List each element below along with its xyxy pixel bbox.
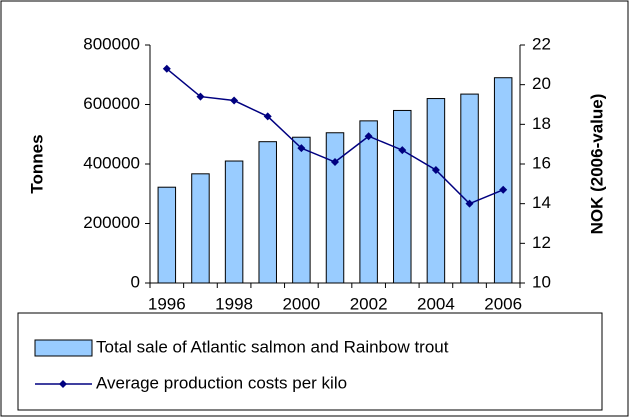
y-tick-label: 0 xyxy=(131,272,140,291)
line-marker xyxy=(263,112,272,121)
y2-tick-label: 12 xyxy=(532,233,551,252)
bar xyxy=(191,173,210,284)
line-marker xyxy=(331,158,339,167)
y-tick-label: 800000 xyxy=(83,34,140,53)
y-tick-label: 400000 xyxy=(83,153,140,172)
line-marker xyxy=(196,92,205,101)
legend-label: Average production costs per kilo xyxy=(96,373,347,392)
line-marker xyxy=(398,146,407,155)
x-tick-label: 1996 xyxy=(148,294,186,313)
x-tick-label: 2006 xyxy=(484,294,522,313)
bar xyxy=(426,98,446,284)
line-marker xyxy=(431,165,440,174)
y2-tick-label: 22 xyxy=(532,34,551,53)
bar xyxy=(359,120,378,284)
bar xyxy=(157,186,177,284)
legend-swatch xyxy=(34,339,93,357)
line-marker xyxy=(465,199,474,208)
bar xyxy=(325,132,345,284)
bar xyxy=(493,77,513,284)
legend-label: Total sale of Atlantic salmon and Rainbo… xyxy=(96,337,449,356)
bar xyxy=(258,141,277,284)
legend-box xyxy=(17,312,603,411)
y2-tick-label: 10 xyxy=(532,272,551,291)
y2-tick-label: 20 xyxy=(532,74,551,93)
y2-axis-label: NOK (2006-value) xyxy=(587,94,606,235)
line-marker xyxy=(230,96,239,105)
y2-tick-label: 14 xyxy=(532,193,551,212)
y2-tick-label: 18 xyxy=(532,114,551,133)
y-tick-label: 600000 xyxy=(83,94,140,113)
bar xyxy=(292,136,311,284)
line-marker xyxy=(364,132,373,141)
legend-marker xyxy=(59,380,67,388)
line-marker xyxy=(297,144,306,153)
x-tick-label: 1998 xyxy=(215,294,253,313)
bar xyxy=(393,109,412,284)
y-axis-label: Tonnes xyxy=(27,134,46,193)
bar xyxy=(460,93,479,284)
x-tick-label: 2002 xyxy=(350,294,388,313)
x-tick-label: 2000 xyxy=(282,294,320,313)
x-tick-label: 2004 xyxy=(417,294,455,313)
y2-tick-label: 16 xyxy=(532,153,551,172)
bar xyxy=(224,160,244,284)
y-tick-label: 200000 xyxy=(83,213,140,232)
line-marker xyxy=(499,185,508,194)
line-marker xyxy=(162,64,171,73)
